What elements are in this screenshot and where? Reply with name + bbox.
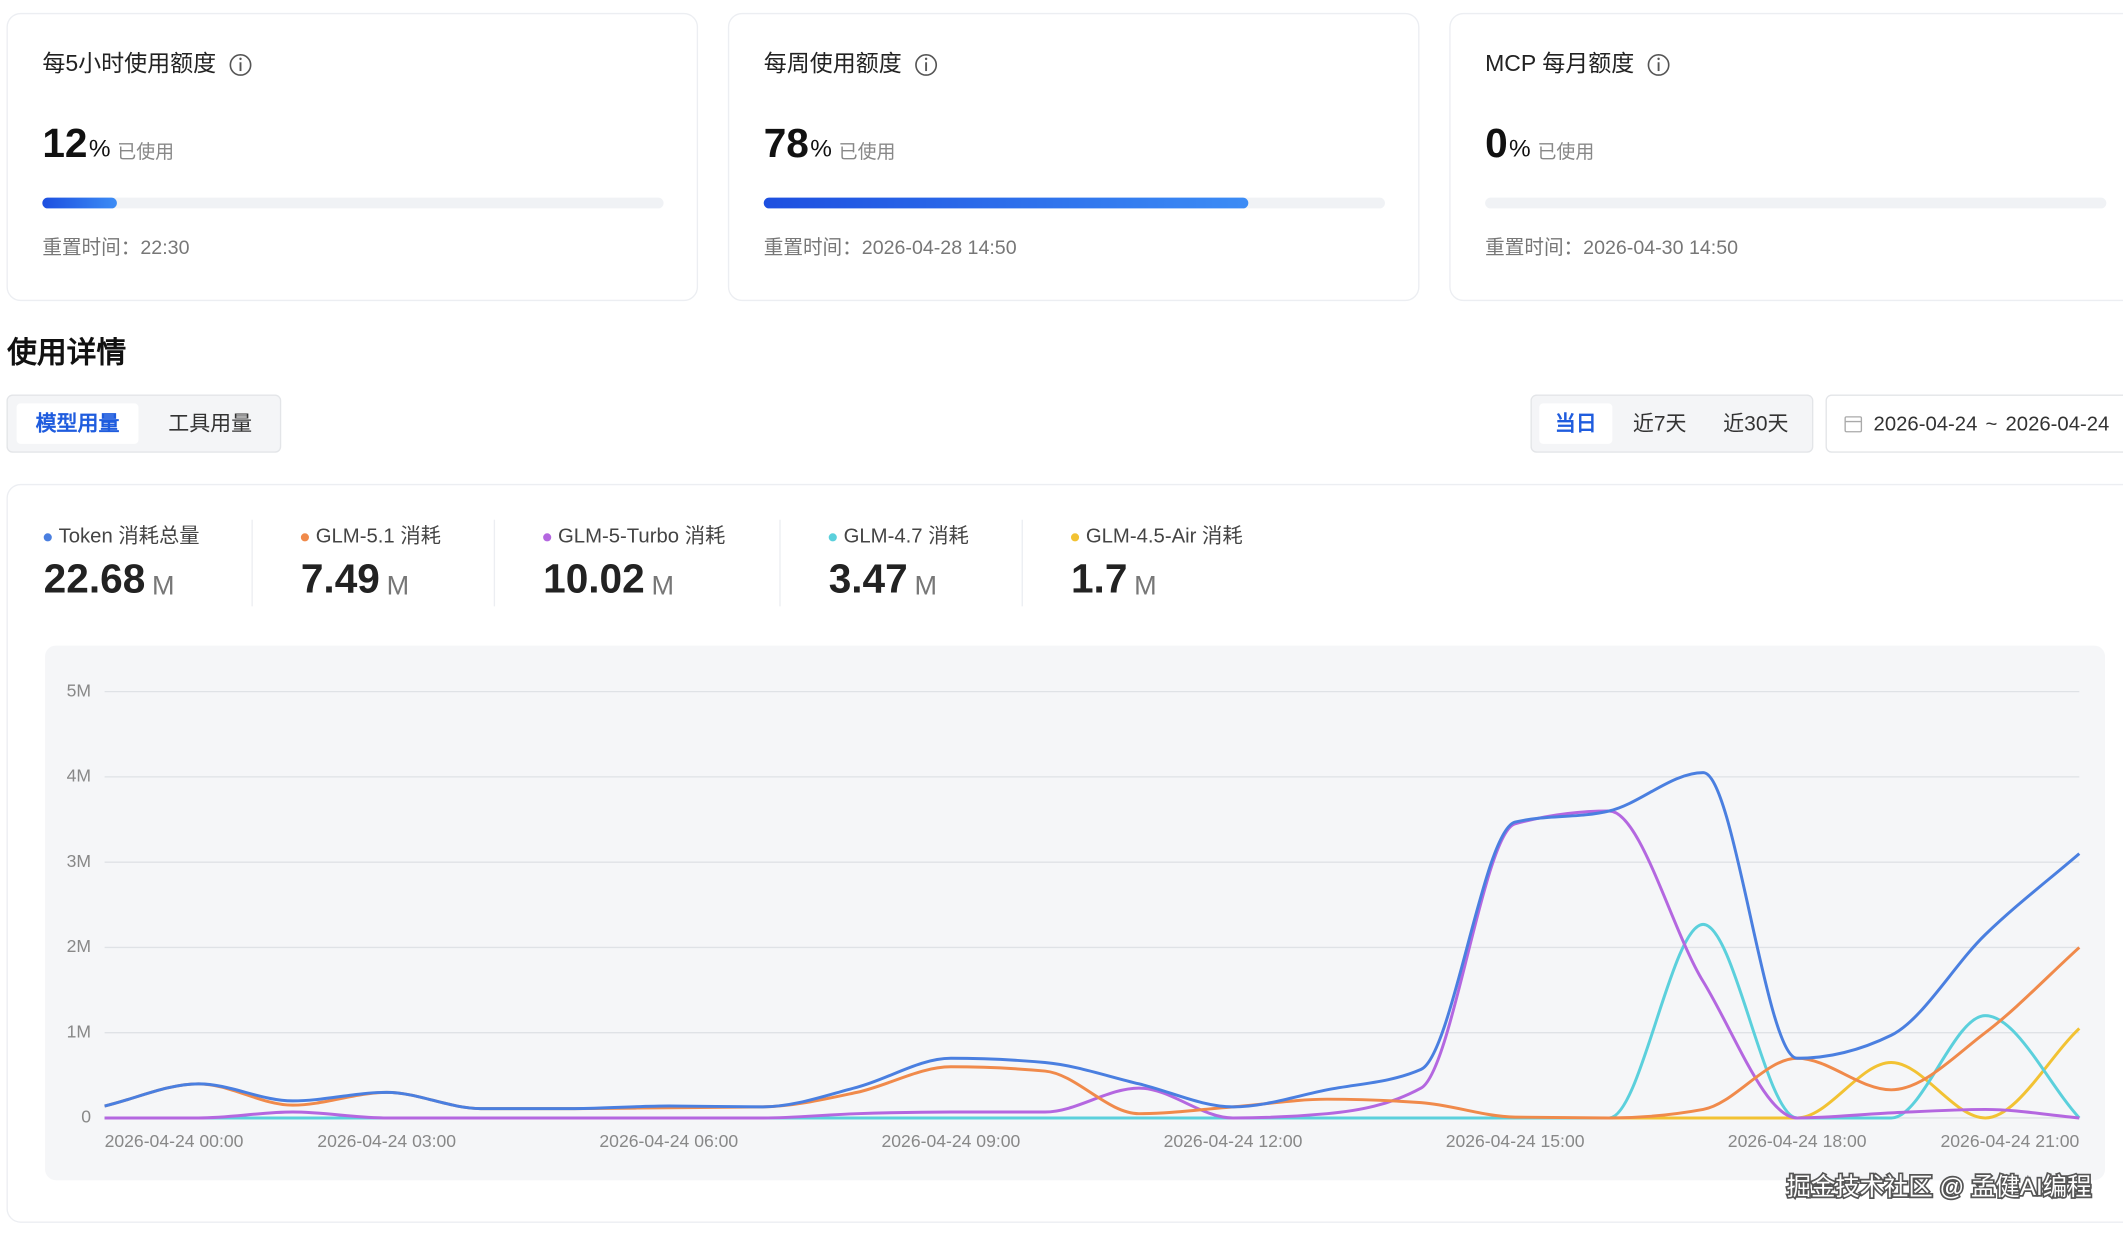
stat-name[interactable]: GLM-5.1 消耗 (316, 525, 441, 548)
percent-value: 78 (764, 120, 809, 166)
progress-track (42, 197, 664, 209)
stat-value: 7.49 (301, 556, 380, 602)
stat-unit: M (387, 571, 410, 601)
x-tick-label: 2026-04-24 03:00 (317, 1131, 456, 1151)
x-tick-label: 2026-04-24 21:00 (1941, 1131, 2080, 1151)
info-icon[interactable] (1647, 54, 1670, 76)
percent-unit: % (810, 136, 832, 163)
tab-active-bg (16, 403, 139, 444)
range-active-bg (1539, 403, 1613, 444)
x-tick-label: 2026-04-24 15:00 (1446, 1131, 1585, 1151)
stat-unit: M (651, 571, 674, 601)
y-tick-label: 3M (67, 851, 91, 871)
stat-name[interactable]: GLM-4.7 消耗 (844, 525, 969, 548)
used-label: 已使用 (839, 141, 896, 163)
stat-value: 1.7 (1071, 556, 1127, 602)
x-tick-label: 2026-04-24 18:00 (1728, 1131, 1867, 1151)
usage-card (727, 12, 1420, 302)
series-line (104, 809, 2080, 1120)
stat-value: 3.47 (829, 556, 908, 602)
watermark: 掘金技术社区 @ 孟健AI编程 (1787, 1174, 2092, 1201)
info-icon-dot (239, 57, 242, 61)
card-title: 每5小时使用额度 (42, 50, 216, 76)
percent-unit: % (1509, 136, 1531, 163)
reset-time: 2026-04-28 14:50 (862, 237, 1017, 259)
used-label: 已使用 (1538, 141, 1595, 163)
section-title: 使用详情 (6, 336, 126, 369)
y-tick-label: 0 (81, 1107, 91, 1127)
percent-unit: % (89, 136, 111, 163)
legend-dot (543, 533, 552, 542)
info-icon[interactable] (915, 54, 938, 76)
progress-track (1485, 197, 2107, 209)
stat-name[interactable]: Token 消耗总量 (59, 525, 200, 548)
legend-dot (1070, 533, 1080, 542)
info-icon[interactable] (229, 54, 252, 76)
stat-name[interactable]: GLM-5-Turbo 消耗 (558, 525, 725, 548)
date-separator: ~ (1986, 413, 1998, 435)
y-tick-label: 4M (67, 766, 91, 786)
percent-value: 12 (42, 120, 87, 166)
x-tick-label: 2026-04-24 00:00 (105, 1131, 244, 1151)
range-button[interactable]: 当日 (1555, 412, 1597, 436)
used-label: 已使用 (117, 141, 174, 163)
tab[interactable]: 工具用量 (168, 413, 252, 436)
legend-dot (300, 533, 309, 542)
date-picker[interactable] (1825, 394, 2123, 453)
range-button[interactable]: 近30天 (1723, 413, 1788, 436)
x-tick-label: 2026-04-24 09:00 (882, 1131, 1021, 1151)
reset-time: 22:30 (140, 237, 189, 259)
usage-card (1449, 12, 2123, 302)
stat-value: 22.68 (44, 556, 146, 602)
stat-value: 10.02 (543, 556, 645, 602)
reset-time: 2026-04-30 14:50 (1583, 237, 1738, 259)
plot-background (45, 645, 2106, 1181)
stat-unit: M (1134, 571, 1157, 601)
card-title: MCP 每月额度 (1485, 50, 1634, 76)
range-button[interactable]: 近7天 (1633, 413, 1687, 436)
y-tick-label: 5M (67, 680, 91, 700)
legend-dot (43, 533, 52, 542)
info-icon-dot (924, 57, 928, 61)
y-tick-label: 2M (67, 936, 91, 956)
y-tick-label: 1M (67, 1021, 91, 1041)
tab[interactable]: 模型用量 (36, 412, 120, 436)
date-start: 2026-04-24 (1874, 413, 1978, 435)
calendar-icon (1844, 416, 1863, 433)
progress-fill (763, 197, 1249, 209)
reset-label: 重置时间： (42, 237, 140, 259)
card-title: 每周使用额度 (764, 50, 902, 76)
stat-unit: M (152, 571, 175, 601)
stat-name[interactable]: GLM-4.5-Air 消耗 (1086, 525, 1243, 548)
x-tick-label: 2026-04-24 12:00 (1164, 1131, 1303, 1151)
info-icon-dot (1657, 57, 1660, 61)
usage-card (6, 12, 699, 302)
series-line (104, 771, 2081, 1111)
reset-label: 重置时间： (1485, 237, 1583, 259)
legend-dot (828, 533, 837, 542)
date-end: 2026-04-24 (2006, 413, 2110, 435)
stat-unit: M (914, 571, 937, 601)
x-tick-label: 2026-04-24 06:00 (599, 1131, 738, 1151)
reset-label: 重置时间： (764, 237, 862, 259)
percent-value: 0 (1485, 120, 1508, 166)
progress-fill (42, 197, 117, 209)
